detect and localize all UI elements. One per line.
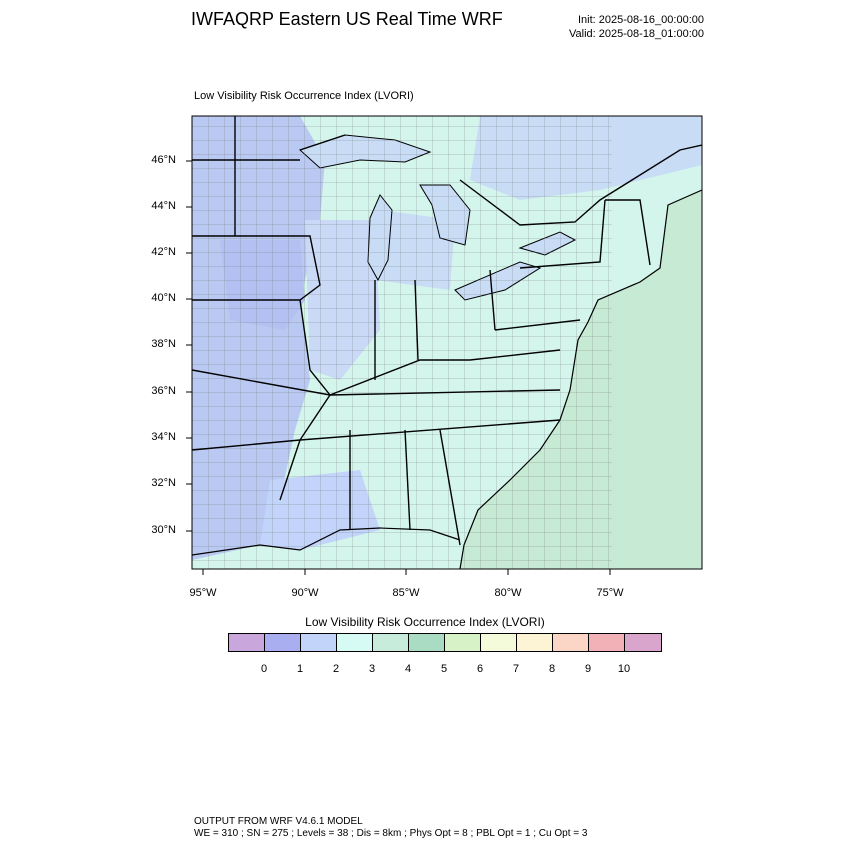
lat-label: 30°N [151,524,176,536]
map-frame [191,115,703,570]
county-grid [192,116,612,569]
colorbar-swatch [265,634,301,651]
lat-label: 44°N [151,200,176,212]
canada-border [299,134,702,226]
lat-label: 34°N [151,431,176,443]
lon-label: 95°W [189,587,217,599]
colorbar-swatch [589,634,625,651]
coastline [459,189,702,569]
lon-label: 85°W [392,587,420,599]
colorbar-label: 0 [260,663,268,675]
colorbar [228,633,662,652]
lon-ticks [202,569,611,575]
chart-title: IWFAQRP Eastern US Real Time WRF [191,9,503,29]
lat-ticks [186,160,192,532]
colorbar-label: 8 [548,663,556,675]
colorbar-swatch [481,634,517,651]
lon-label: 80°W [494,587,522,599]
colorbar-label: 5 [440,663,448,675]
colorbar-swatch [301,634,337,651]
lat-label: 32°N [151,477,176,489]
colorbar-swatch [553,634,589,651]
gulf-coastline [192,527,461,556]
colorbar-swatch [337,634,373,651]
lon-label: 90°W [291,587,319,599]
colorbar-label: 10 [617,663,631,675]
lat-label: 40°N [151,292,176,304]
state-borders [192,116,651,546]
colorbar-label: 3 [368,663,376,675]
lat-label: 38°N [151,338,176,350]
lon-label: 75°W [596,587,624,599]
colorbar-title: Low Visibility Risk Occurrence Index (LV… [305,615,545,629]
timestamps: Init: 2025-08-16_00:00:00 Valid: 2025-08… [569,13,704,41]
init-time: Init: 2025-08-16_00:00:00 [578,14,704,26]
model-footer: OUTPUT FROM WRF V4.6.1 MODEL WE = 310 ; … [194,816,587,840]
colorbar-label: 9 [584,663,592,675]
colorbar-swatch [229,634,265,651]
colorbar-swatch [445,634,481,651]
colorbar-swatch [373,634,409,651]
colorbar-label: 7 [512,663,520,675]
colorbar-label: 6 [476,663,484,675]
colorbar-swatch [517,634,553,651]
colorbar-label: 4 [404,663,412,675]
footer-line-2: WE = 310 ; SN = 275 ; Levels = 38 ; Dis … [194,828,588,839]
valid-time: Valid: 2025-08-18_01:00:00 [569,28,704,40]
map-subtitle: Low Visibility Risk Occurrence Index (LV… [194,90,414,102]
lat-label: 46°N [151,154,176,166]
colorbar-swatch [625,634,661,651]
colorbar-label: 2 [332,663,340,675]
lat-label: 42°N [151,246,176,258]
colorbar-swatch [409,634,445,651]
lat-label: 36°N [151,385,176,397]
colorbar-label: 1 [296,663,304,675]
footer-line-1: OUTPUT FROM WRF V4.6.1 MODEL [194,816,363,827]
